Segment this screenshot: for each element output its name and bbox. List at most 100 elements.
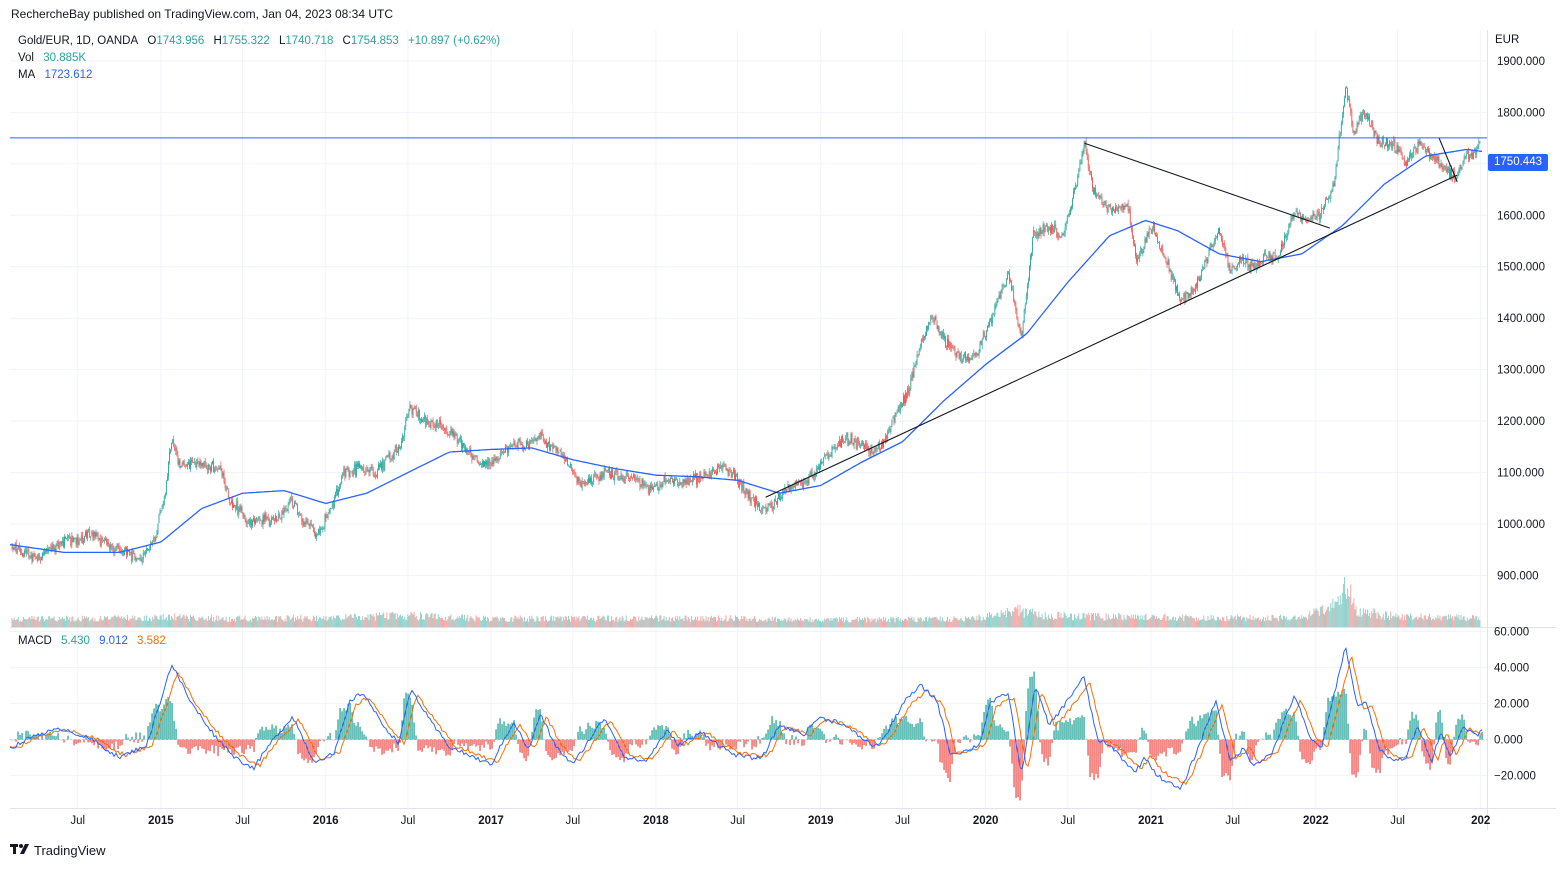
candle-body xyxy=(687,477,689,485)
trendline-annotations[interactable] xyxy=(10,137,1487,498)
candle-body xyxy=(461,438,462,449)
candle-body xyxy=(455,433,457,435)
macd-histogram-bar xyxy=(363,734,365,740)
macd-histogram-bar xyxy=(1365,730,1367,740)
candle-body xyxy=(1399,149,1401,151)
candle-body xyxy=(1478,141,1480,146)
macd-histogram-bar xyxy=(603,727,605,740)
candle-body xyxy=(1092,178,1093,189)
candle-body xyxy=(364,471,366,473)
candle-body xyxy=(39,559,41,561)
candle-body xyxy=(219,465,221,468)
macd-histogram-bar xyxy=(1139,737,1141,740)
candle-body xyxy=(1114,210,1115,213)
candle-body xyxy=(801,481,802,483)
macd-histogram-bar xyxy=(1329,700,1331,740)
macd-histogram-bar xyxy=(765,733,767,740)
candle-body xyxy=(1236,264,1238,268)
candle-body xyxy=(101,537,103,541)
macd-histogram-bar xyxy=(1065,720,1067,740)
macd-histogram-bar xyxy=(23,739,25,741)
candle-body xyxy=(1192,288,1194,295)
macd-histogram-bar xyxy=(1207,712,1209,740)
macd-histogram-bar xyxy=(251,739,253,747)
candle-body xyxy=(361,465,363,470)
candle-body xyxy=(1423,146,1425,147)
candle-body xyxy=(567,458,568,466)
macd-histogram-bar xyxy=(29,734,31,740)
macd-histogram-bar xyxy=(629,739,631,745)
macd-histogram-bar xyxy=(39,739,41,741)
candle-body xyxy=(315,533,316,538)
macd-histogram-bar xyxy=(1239,735,1241,740)
macd-histogram-bar xyxy=(613,739,615,755)
candle-body xyxy=(714,472,715,474)
candle-body xyxy=(532,439,534,441)
candle-body xyxy=(894,415,896,423)
candle-body xyxy=(1225,248,1227,255)
macd-histogram-bar xyxy=(537,709,539,740)
macd-histogram-bar xyxy=(483,739,485,748)
macd-histogram-bar xyxy=(699,730,701,740)
candle-body xyxy=(1427,147,1428,151)
candle-body xyxy=(609,468,610,476)
candle-body xyxy=(427,418,429,424)
candle-body xyxy=(580,482,582,487)
candle-body xyxy=(948,338,949,347)
candle-body xyxy=(997,298,999,303)
candle-body xyxy=(1221,235,1222,241)
macd-histogram-bar xyxy=(1017,739,1019,798)
candle-body xyxy=(43,553,44,555)
macd-histogram-bar xyxy=(309,739,311,761)
candle-body xyxy=(986,330,987,338)
candle-body xyxy=(642,479,644,486)
price-tick-label: 1300.000 xyxy=(1497,365,1545,377)
macd-histogram-bar xyxy=(189,739,191,754)
macd-histogram-bar xyxy=(1141,727,1143,740)
macd-histogram-bar xyxy=(725,739,727,745)
candle-body xyxy=(1054,224,1056,233)
candle-body xyxy=(1238,263,1239,265)
candle-body xyxy=(1150,229,1152,234)
macd-histogram-bar xyxy=(1001,727,1003,740)
macd-histogram-bar xyxy=(445,739,447,756)
macd-histogram-bar xyxy=(1369,739,1371,754)
candle-body xyxy=(615,471,617,472)
candle-body xyxy=(412,408,414,415)
candle-body xyxy=(606,470,608,471)
candle-body xyxy=(553,446,555,449)
candle-body xyxy=(243,515,245,517)
candle-body xyxy=(191,459,192,462)
candle-body xyxy=(1461,166,1463,170)
macd-histogram-bar xyxy=(117,739,119,750)
candle-body xyxy=(284,507,286,509)
candle-body xyxy=(81,534,83,543)
candle-body xyxy=(1239,257,1240,264)
candle-body xyxy=(1019,327,1021,331)
candle-body xyxy=(161,505,163,510)
candle-body xyxy=(653,487,654,489)
macd-histogram-bar xyxy=(1325,712,1327,740)
macd-histogram-bar xyxy=(709,739,711,751)
macd-histogram-bar xyxy=(481,739,483,746)
candle-body xyxy=(17,546,19,549)
candle-body xyxy=(421,418,422,423)
macd-histogram-bar xyxy=(87,739,89,743)
macd-histogram-bar xyxy=(975,735,977,740)
candle-body xyxy=(904,395,905,404)
macd-histogram-bar xyxy=(1429,739,1431,770)
candle-body xyxy=(38,554,40,561)
candle-body xyxy=(1051,225,1052,234)
candle-body xyxy=(600,474,602,480)
candle-body xyxy=(97,534,99,540)
macd-histogram-bar xyxy=(571,739,573,751)
candle-body xyxy=(971,357,973,360)
candle-body xyxy=(680,482,682,485)
candle-body xyxy=(951,345,953,348)
candle-body xyxy=(795,480,797,485)
candle-body xyxy=(1308,219,1310,221)
macd-histogram-bar xyxy=(1063,722,1065,740)
macd-histogram-bar xyxy=(885,725,887,740)
candle-body xyxy=(1119,206,1121,208)
